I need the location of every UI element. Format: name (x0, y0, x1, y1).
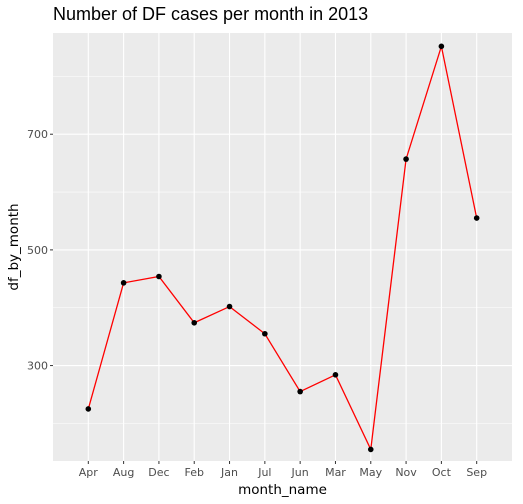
plot-panel (53, 33, 512, 461)
data-point (367, 446, 374, 453)
x-axis-title: month_name (238, 482, 327, 498)
x-tick-label: Oct (432, 466, 452, 479)
y-tick-label: 500 (27, 244, 48, 257)
data-point (120, 280, 127, 286)
data-point (403, 156, 409, 162)
data-point (156, 273, 162, 280)
data-point (85, 406, 92, 412)
x-tick-label: Aug (113, 466, 134, 479)
data-point (473, 215, 480, 221)
chart-title: Number of DF cases per month in 2013 (53, 4, 369, 24)
y-tick-label: 700 (27, 128, 48, 141)
x-tick-label: Feb (184, 466, 203, 479)
data-point (262, 330, 268, 337)
x-tick-label: Jan (220, 466, 238, 479)
y-tick-label: 300 (27, 360, 48, 373)
data-point (191, 319, 198, 326)
data-point (226, 303, 233, 310)
x-tick-label: Apr (79, 466, 99, 479)
x-tick-label: Mar (325, 466, 346, 479)
data-point (332, 372, 339, 378)
series-line (87, 43, 478, 452)
x-tick-label: Dec (148, 466, 169, 479)
data-point (297, 388, 303, 395)
x-tick-label: Sep (466, 466, 487, 479)
x-tick-label: May (359, 466, 382, 479)
y-axis-title: df_by_month (6, 203, 22, 290)
x-tick-label: Nov (395, 466, 417, 479)
data-point (438, 43, 445, 50)
x-tick-label: Jun (291, 466, 309, 479)
x-tick-label: Jul (257, 466, 271, 479)
